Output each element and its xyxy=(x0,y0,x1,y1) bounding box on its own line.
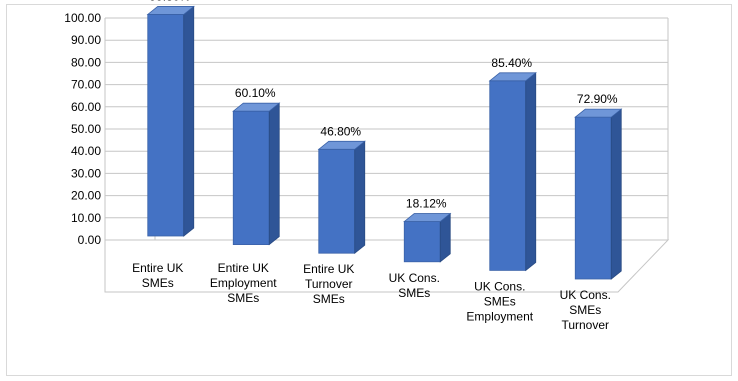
category-label: SMEs xyxy=(227,291,259,305)
bar-side xyxy=(525,71,537,272)
bar-side xyxy=(183,5,195,237)
category-label: SMEs xyxy=(398,286,430,300)
data-label: 72.90% xyxy=(577,92,618,106)
y-tick-label: 10.00 xyxy=(71,211,101,225)
category-label: Entire UK xyxy=(132,261,183,275)
y-tick-label: 70.00 xyxy=(71,78,101,92)
y-tick-label: 80.00 xyxy=(71,55,101,69)
category-label: UK Cons. xyxy=(474,279,525,293)
bar-top xyxy=(232,102,281,112)
category-label: SMEs xyxy=(142,276,174,290)
bar-front xyxy=(232,110,270,245)
category-label: UK Cons. xyxy=(389,271,440,285)
category-label: Turnover xyxy=(561,318,609,332)
data-label: 85.40% xyxy=(491,56,532,70)
data-label: 46.80% xyxy=(320,124,361,138)
category-label: Employment xyxy=(466,309,533,323)
bar-side xyxy=(354,140,366,255)
category-label: Employment xyxy=(210,276,277,290)
category-label: Entire UK xyxy=(303,262,354,276)
bar-front xyxy=(403,221,441,263)
category-label: Turnover xyxy=(305,277,353,291)
category-label: Entire UK xyxy=(218,261,269,275)
bar-top xyxy=(403,213,452,222)
y-tick-label: 50.00 xyxy=(71,122,101,136)
bar-side xyxy=(610,108,622,280)
data-label: 60.10% xyxy=(235,86,276,100)
y-tick-label: 40.00 xyxy=(71,144,101,158)
y-tick-label: 0.00 xyxy=(78,233,102,247)
y-tick-label: 90.00 xyxy=(71,33,101,47)
bar-top xyxy=(488,72,537,82)
category-label: SMEs xyxy=(313,292,345,306)
category-label: SMEs xyxy=(484,294,516,308)
bar-side xyxy=(268,102,280,246)
bar-front xyxy=(147,14,185,237)
y-tick-label: 60.00 xyxy=(71,100,101,114)
y-tick-label: 30.00 xyxy=(71,166,101,180)
category-label: UK Cons. xyxy=(560,288,611,302)
y-tick-label: 100.00 xyxy=(64,11,101,25)
data-label: 18.12% xyxy=(406,197,447,211)
bar-top xyxy=(146,6,195,15)
bar-front xyxy=(318,148,356,254)
bar-top xyxy=(317,140,366,150)
bar-front xyxy=(489,80,527,271)
y-tick-label: 20.00 xyxy=(71,189,101,203)
data-label: 99.80% xyxy=(149,0,190,3)
bar-front xyxy=(574,116,612,280)
bar-top xyxy=(574,108,623,118)
category-label: SMEs xyxy=(569,303,601,317)
